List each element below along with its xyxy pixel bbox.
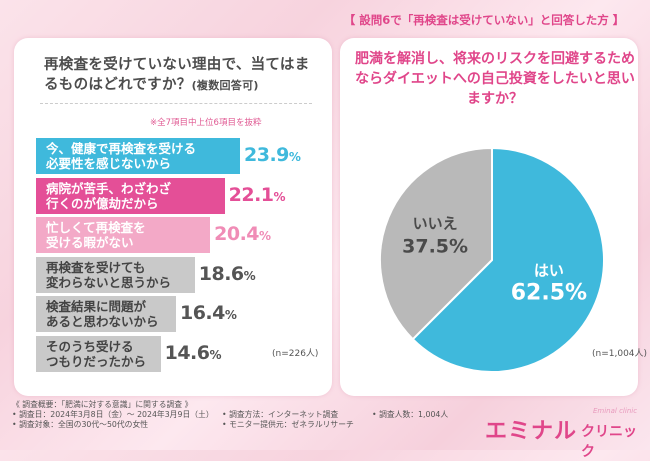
- bar-chart-n-label: (n=226人): [272, 349, 319, 359]
- pie-slice: [379, 146, 493, 341]
- bar-row: 病院が苦手、わざわざ 行くのが億劫だから 22.1%: [36, 177, 331, 214]
- survey-title: 《 調査概要：「肥満に対する意識」に関する調査 》: [12, 400, 193, 409]
- section-header: 【 設問6で「再検査は受けていない」と回答した方 】: [343, 13, 625, 27]
- bar-category-label: そのうち受ける つもりだったから: [46, 338, 147, 369]
- bar-category-label: 再検査を受けても 変わらないと思うから: [46, 259, 172, 290]
- survey-provider: • モニター提供元：ゼネラルリサーチ: [222, 420, 354, 429]
- bar: 病院が苦手、わざわざ 行くのが億劫だから: [36, 177, 225, 214]
- bar-chart-note: ※全7項目中上位6項目を抜粋: [150, 118, 262, 128]
- bar-chart-question: 再検査を受けていない理由で、当てはまるものはどれですか？(複数回答可): [44, 55, 324, 96]
- divider: [40, 103, 312, 104]
- survey-summary: 《 調査概要：「肥満に対する意識」に関する調査 》 • 調査日：2024年3月8…: [12, 400, 482, 430]
- bar-category-label: 検査結果に問題が あると思わないから: [46, 299, 159, 329]
- survey-people: • 調査人数：1,004人: [372, 410, 449, 419]
- pie-slice-label: はい: [534, 262, 564, 280]
- bar-value-label: 20.4%: [214, 223, 271, 245]
- pie-slice-value: 62.5%: [511, 281, 587, 306]
- bar: 今、健康で再検査を受ける 必要性を感じないから: [36, 138, 240, 174]
- logo-english: Eminal clinic: [593, 407, 638, 415]
- bar-row: 忙しくて再検査を 受ける暇がない 20.4%: [36, 217, 331, 253]
- question-text: 再検査を受けていない理由で、当てはまるものはどれですか？: [44, 57, 310, 93]
- bar: 検査結果に問題が あると思わないから: [36, 296, 176, 332]
- bar-value-label: 14.6%: [164, 341, 222, 364]
- pie-chart-n-label: (n=1,004人): [592, 349, 648, 359]
- bar: そのうち受ける つもりだったから: [36, 335, 161, 372]
- pie-slice: [411, 146, 605, 373]
- survey-method: • 調査方法：インターネット調査: [222, 410, 339, 419]
- bar-row: 検査結果に問題が あると思わないから 16.4%: [36, 296, 331, 332]
- question-note: (複数回答可): [191, 79, 259, 92]
- bar: 忙しくて再検査を 受ける暇がない: [36, 217, 211, 253]
- bar: 再検査を受けても 変わらないと思うから: [36, 256, 195, 293]
- bar-row: そのうち受ける つもりだったから 14.6%: [36, 335, 331, 372]
- bar-row: 再検査を受けても 変わらないと思うから 18.6%: [36, 256, 331, 293]
- pie-slice-label: いいえ: [413, 214, 458, 232]
- bar-category-label: 病院が苦手、わざわざ 行くのが億劫だから: [46, 180, 172, 211]
- bar-value-label: 23.9%: [244, 144, 301, 166]
- survey-target: • 調査対象：全国の30代～50代の女性: [12, 420, 149, 429]
- bar-row: 今、健康で再検査を受ける 必要性を感じないから 23.9%: [36, 138, 331, 174]
- bar-category-label: 今、健康で再検査を受ける 必要性を感じないから: [46, 141, 197, 171]
- bar-value-label: 22.1%: [228, 183, 286, 206]
- survey-date: • 調査日：2024年3月8日（金）～ 2024年3月9日（土）: [12, 410, 214, 419]
- pie-slice-value: 37.5%: [402, 235, 468, 257]
- bar-value-label: 16.4%: [179, 302, 237, 324]
- logo-main: エミナル: [485, 419, 578, 444]
- logo-sub: クリニック: [581, 424, 637, 460]
- clinic-logo: Eminal clinic エミナル クリニック: [485, 405, 645, 460]
- pie-chart-question: 肥満を解消し、将来のリスクを回避するためならダイエットへの自己投資をしたいと思い…: [355, 51, 635, 107]
- bar-category-label: 忙しくて再検査を 受ける暇がない: [46, 220, 146, 250]
- bar-value-label: 18.6%: [198, 262, 256, 285]
